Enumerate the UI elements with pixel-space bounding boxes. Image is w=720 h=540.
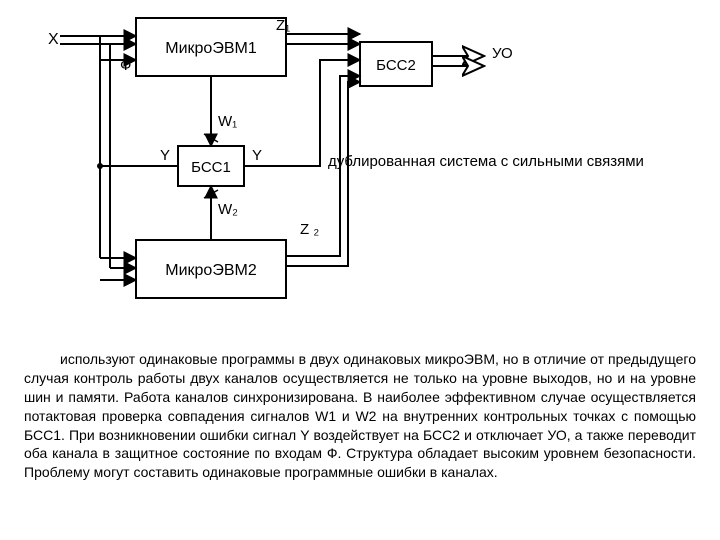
label-z1: Z₁ — [276, 17, 290, 34]
node-bcc2-label: БСС2 — [376, 57, 416, 74]
page-canvas: { "diagram": { "type": "flowchart", "bac… — [0, 0, 720, 540]
node-mevm1-label: МикроЭВМ1 — [165, 40, 257, 57]
label-w1: W₁ — [218, 113, 237, 130]
label-y1: Y — [160, 147, 170, 164]
body-paragraph-text: используют одинаковые программы в двух о… — [24, 351, 696, 480]
label-z2: Z ₂ — [300, 221, 319, 238]
node-bcc1-label: БСС1 — [191, 159, 231, 176]
edge-z2-b — [286, 82, 360, 266]
body-paragraph: используют одинаковые программы в двух о… — [24, 350, 696, 482]
label-y2: Y — [252, 147, 262, 164]
node-mevm2-label: МикроЭВМ2 — [165, 262, 257, 279]
label-uo: УО — [492, 45, 513, 62]
label-f: Ф — [120, 57, 131, 74]
label-x: X — [48, 31, 59, 48]
diagram-caption: дублированная система с сильными связями — [328, 152, 658, 172]
label-w2: W₂ — [218, 201, 238, 218]
